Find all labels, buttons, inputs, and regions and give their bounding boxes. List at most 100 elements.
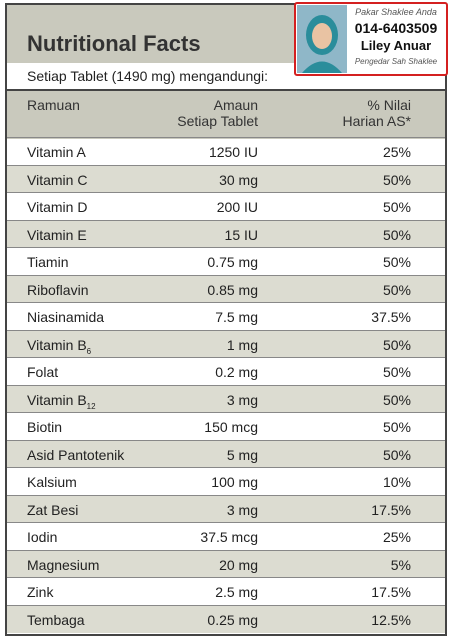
ingredient-name: Asid Pantotenik (27, 446, 125, 463)
badge: Pakar Shaklee Anda 014-6403509 Liley Anu… (294, 2, 448, 76)
daily-value: 50% (382, 254, 411, 270)
column-label-line: Harian AS* (342, 113, 411, 129)
ingredient-name: Vitamin C (27, 171, 88, 188)
table-row: Tiamin 0.75 mg 50% (7, 247, 445, 275)
daily-value: 12.5% (371, 611, 411, 628)
ingredient-name: Vitamin B (27, 336, 87, 353)
amount: 30 mg (219, 171, 258, 188)
ingredient: Asid Pantotenik (27, 447, 124, 463)
daily-value: 17.5% (371, 501, 411, 518)
ingredient: Vitamin B12 (27, 392, 96, 411)
amount: 0.2 mg (215, 364, 258, 380)
daily-value: 50% (382, 199, 411, 215)
ingredient: Kalsium (27, 474, 77, 490)
ingredient-name: Vitamin E (27, 226, 87, 243)
table-row: Asid Pantotenik 5 mg 50% (7, 439, 445, 468)
table-row: Vitamin B6 1 mg 50% (7, 329, 445, 358)
daily-value: 37.5% (371, 309, 411, 325)
table-row: Iodin 37.5 mcg 25% (7, 522, 445, 550)
photo (297, 5, 347, 73)
ingredient: Vitamin A (27, 144, 86, 160)
ingredient: Vitamin D (27, 199, 87, 215)
ingredient-name: Folat (27, 364, 59, 380)
daily-value: 50% (382, 336, 411, 353)
table-row: Vitamin B12 3 mg 50% (7, 384, 445, 413)
name: Liley Anuar (360, 38, 432, 53)
ingredient: Tembaga (27, 612, 85, 628)
amount: 150 mcg (204, 419, 258, 435)
column-label-line: Setiap Tablet (177, 113, 258, 129)
amount: 0.25 mg (207, 611, 258, 628)
role: Pengedar Sah Shaklee (354, 57, 438, 66)
amount: 5 mg (226, 446, 258, 463)
table-row: Biotin 150 mcg 50% (7, 412, 445, 440)
amount: 7.5 mg (215, 309, 258, 325)
ingredient-name: Magnesium (27, 556, 100, 573)
daily-value: 50% (382, 226, 411, 243)
amount: 100 mg (211, 474, 258, 490)
table-row: Magnesium 20 mg 5% (7, 549, 445, 578)
column-label: Amaun Setiap Tablet (177, 97, 258, 129)
amount: 15 IU (224, 226, 258, 243)
ingredient: Vitamin C (27, 172, 87, 188)
daily-value: 25% (382, 144, 411, 160)
table-row: Vitamin C 30 mg 50% (7, 164, 445, 193)
daily-value: 10% (382, 474, 411, 490)
tagline: Pakar Shaklee Anda (355, 7, 437, 17)
ingredient-name: Kalsium (27, 474, 77, 490)
amount: 37.5 mcg (200, 529, 258, 545)
ingredient-name: Zat Besi (27, 501, 79, 518)
ingredient-name: Biotin (27, 419, 63, 435)
amount: 1 mg (226, 336, 258, 353)
table-row: Riboflavin 0.85 mg 50% (7, 274, 445, 303)
amount: 0.85 mg (207, 281, 258, 298)
ingredient-name: Iodin (27, 529, 58, 545)
column-label-line: Ramuan (27, 97, 80, 113)
ingredient-name: Vitamin A (27, 144, 86, 160)
daily-value: 50% (382, 419, 411, 435)
subtitle: Setiap Tablet (1490 mg) mengandungi: (27, 68, 269, 84)
daily-value: 50% (382, 281, 411, 298)
ingredient-name: Zink (27, 584, 54, 600)
ingredient-name: Niasinamida (27, 309, 105, 325)
column-label-line: Amaun (213, 97, 258, 113)
subscript: 12 (86, 401, 96, 411)
column-label: % Nilai Harian AS* (343, 97, 411, 129)
amount: 200 IU (216, 199, 258, 215)
ingredient: Niasinamida (27, 309, 104, 325)
ingredient-name: Vitamin D (27, 199, 88, 215)
table-row: Tembaga 0.25 mg 12.5% (7, 604, 445, 633)
table-row: Vitamin A 1250 IU 25% (7, 137, 445, 165)
ingredient: Folat (27, 364, 58, 380)
daily-value: 25% (382, 529, 411, 545)
ingredient: Magnesium (27, 557, 99, 573)
ingredient: Tiamin (27, 254, 69, 270)
table-row: Niasinamida 7.5 mg 37.5% (7, 302, 445, 330)
table-row: Vitamin D 200 IU 50% (7, 192, 445, 220)
ingredient: Vitamin E (27, 227, 87, 243)
title: Nutritional Facts (27, 31, 201, 56)
amount: 3 mg (226, 391, 258, 408)
column-label-line: % Nilai (367, 97, 411, 113)
ingredient-name: Riboflavin (27, 281, 89, 298)
daily-value: 5% (390, 556, 411, 573)
ingredient: Zink (27, 584, 53, 600)
phone: 014-6403509 (354, 20, 438, 36)
ingredient: Biotin (27, 419, 62, 435)
daily-value: 50% (382, 171, 411, 188)
daily-value: 50% (382, 446, 411, 463)
amount: 2.5 mg (215, 584, 258, 600)
ingredient: Riboflavin (27, 282, 88, 298)
daily-value: 50% (382, 391, 411, 408)
ingredient: Zat Besi (27, 502, 78, 518)
table-row: Folat 0.2 mg 50% (7, 357, 445, 385)
ingredient: Iodin (27, 529, 57, 545)
table-row: Zat Besi 3 mg 17.5% (7, 494, 445, 523)
ingredient-name: Tiamin (27, 254, 69, 270)
table-row: Vitamin E 15 IU 50% (7, 219, 445, 248)
subscript: 6 (86, 346, 92, 356)
table-frame: Nutritional Facts Setiap Tablet (1490 mg… (5, 3, 447, 636)
amount: 3 mg (226, 501, 258, 518)
daily-value: 17.5% (371, 584, 411, 600)
